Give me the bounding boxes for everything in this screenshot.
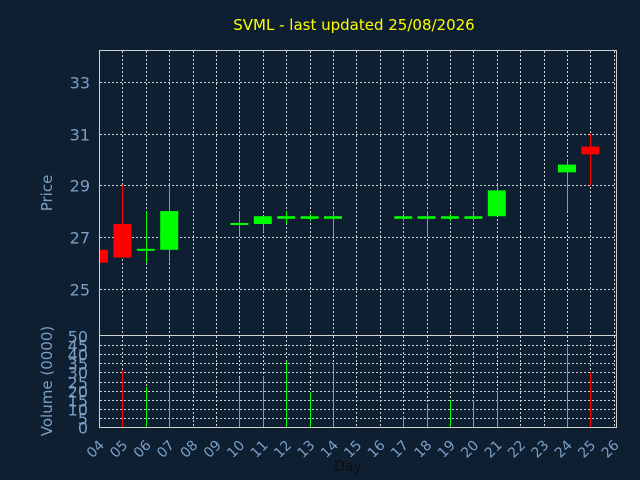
x-tick-label-15: 15 bbox=[341, 438, 365, 462]
x-tick-label-17: 17 bbox=[388, 438, 412, 462]
price-axis-label: Price bbox=[38, 175, 56, 212]
x-tick-label-05: 05 bbox=[107, 438, 131, 462]
candle-body-17 bbox=[394, 216, 413, 219]
x-tick-label-26: 26 bbox=[599, 437, 623, 461]
volume-tick-label-50: 50 bbox=[68, 328, 88, 347]
x-tick-label-08: 08 bbox=[178, 438, 202, 462]
price-gridlines bbox=[100, 51, 616, 335]
x-tick-label-25: 25 bbox=[575, 438, 599, 462]
x-tick-label-20: 20 bbox=[458, 438, 482, 462]
candle-body-12 bbox=[277, 216, 296, 219]
candle-body-20 bbox=[464, 216, 483, 219]
volume-tick-label-15: 15 bbox=[68, 392, 88, 411]
candle-body-13 bbox=[300, 216, 319, 219]
candle-body-18 bbox=[417, 216, 436, 219]
x-tick-label-18: 18 bbox=[412, 438, 436, 462]
volume-bars bbox=[122, 346, 591, 427]
candle-body-10 bbox=[230, 222, 249, 225]
candle-body-25 bbox=[581, 146, 600, 155]
x-tick-label-06: 06 bbox=[131, 437, 155, 461]
x-tick-label-19: 19 bbox=[435, 438, 459, 462]
price-tick-label-31: 31 bbox=[70, 126, 90, 145]
x-tick-label-10: 10 bbox=[224, 438, 248, 462]
volume-axis-label: Volume (0000) bbox=[38, 326, 56, 436]
x-tick-label-13: 13 bbox=[295, 438, 319, 462]
x-tick-label-07: 07 bbox=[154, 438, 178, 462]
x-tick-label-09: 09 bbox=[201, 438, 225, 462]
candle-body-21 bbox=[487, 190, 506, 217]
volume-tick-label-5: 5 bbox=[78, 410, 88, 429]
x-tick-label-21: 21 bbox=[482, 438, 506, 462]
candle-body-05 bbox=[113, 223, 132, 258]
x-axis-label: Day bbox=[334, 459, 362, 475]
volume-tick-label-0: 0 bbox=[78, 419, 88, 438]
candle-body-24 bbox=[558, 164, 576, 173]
price-tick-label-27: 27 bbox=[70, 229, 90, 248]
x-tick-label-23: 23 bbox=[529, 438, 553, 462]
price-plot-frame bbox=[99, 50, 617, 336]
volume-tick-label-20: 20 bbox=[68, 383, 88, 402]
candle-body-04 bbox=[100, 249, 108, 263]
x-tick-label-22: 22 bbox=[505, 438, 529, 462]
x-tick-labels: 04 05 06 07 08 09 10 11 12 13 14 15 16 17 18 19 20 21 22 23… bbox=[84, 437, 623, 461]
volume-tick-label-30: 30 bbox=[68, 364, 88, 383]
volume-tick-label-10: 10 bbox=[68, 401, 88, 420]
price-candles bbox=[99, 133, 600, 263]
volume-tick-label-25: 25 bbox=[68, 374, 88, 393]
x-tick-label-11: 11 bbox=[248, 438, 272, 462]
x-tick-label-12: 12 bbox=[271, 438, 295, 462]
x-tick-label-24: 24 bbox=[552, 437, 576, 461]
price-tick-label-25: 25 bbox=[70, 281, 90, 300]
volume-tick-label-45: 45 bbox=[68, 337, 88, 356]
candle-body-14 bbox=[324, 216, 342, 219]
volume-tick-label-35: 35 bbox=[68, 355, 88, 374]
price-y-tick-labels: 25 27 29 31 33 bbox=[70, 74, 90, 300]
candle-body-06 bbox=[136, 248, 155, 251]
candle-body-11 bbox=[253, 216, 272, 224]
x-tick-label-14: 14 bbox=[318, 437, 342, 461]
price-tick-label-29: 29 bbox=[70, 177, 90, 196]
candle-body-19 bbox=[441, 216, 459, 219]
volume-plot-frame bbox=[99, 335, 617, 428]
volume-gridlines bbox=[100, 336, 616, 427]
price-tick-label-33: 33 bbox=[70, 74, 90, 93]
x-tick-label-04: 04 bbox=[84, 437, 108, 461]
volume-tick-label-40: 40 bbox=[68, 346, 88, 365]
x-tick-label-16: 16 bbox=[365, 437, 389, 461]
chart-title: SVML - last updated 25/08/2026 bbox=[233, 16, 474, 34]
candle-body-07 bbox=[160, 211, 179, 250]
